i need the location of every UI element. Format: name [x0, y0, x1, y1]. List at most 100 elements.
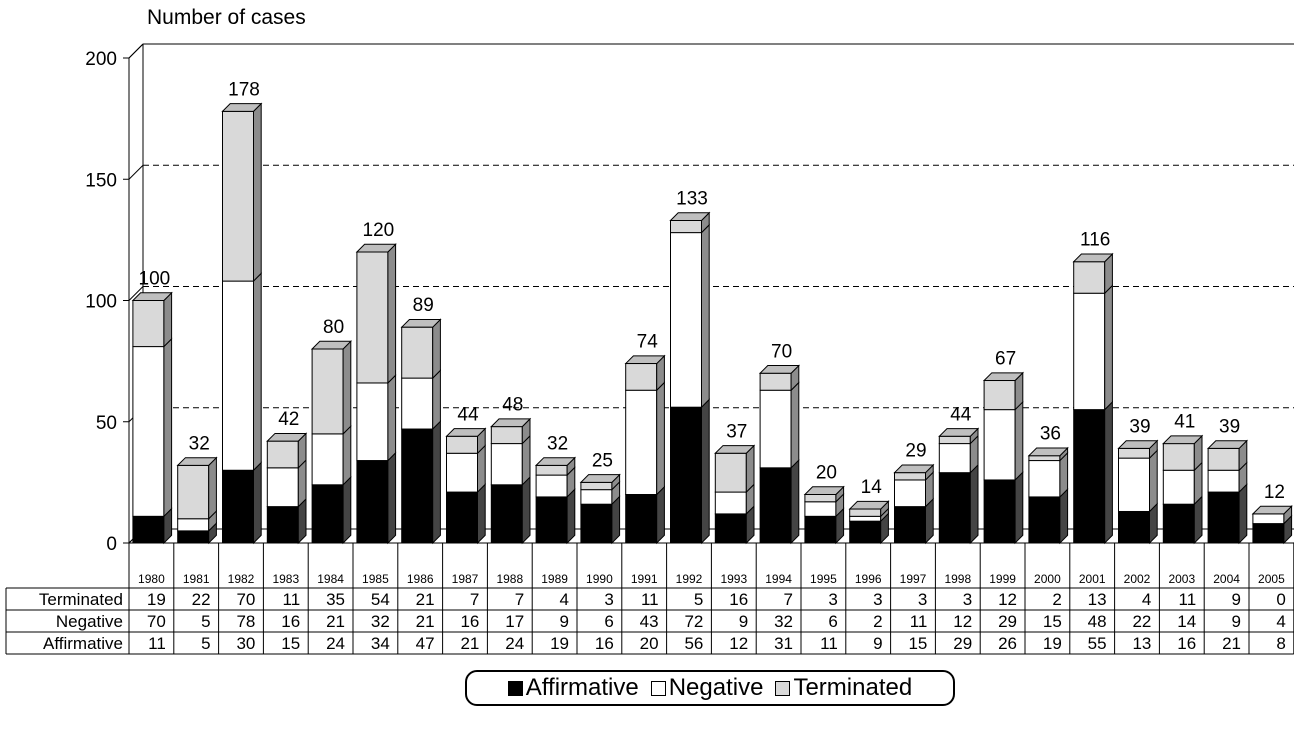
bar-side-affirmative-1999 [1014, 471, 1024, 545]
x-tick-label-1980: 1980 [138, 572, 165, 586]
bar-affirmative-1982 [222, 469, 254, 544]
bar-top-1983 [266, 432, 308, 442]
table-cell-terminated-2001: 13 [1088, 590, 1107, 609]
x-tick-label-1988: 1988 [496, 572, 523, 586]
bar-negative-1993 [714, 491, 747, 515]
total-label-1992: 133 [676, 188, 708, 209]
x-tick-label-2000: 2000 [1034, 572, 1061, 586]
table-cell-negative-2003: 14 [1177, 612, 1196, 631]
total-label-1996: 14 [861, 477, 883, 498]
table-cell-negative-1983: 16 [281, 612, 300, 631]
bar-side-affirmative-2001 [1104, 400, 1113, 545]
bar-terminated-1991 [625, 363, 658, 391]
table-cell-terminated-1986: 21 [416, 590, 435, 609]
bar-top-1994 [758, 365, 801, 374]
bar-terminated-1986 [401, 326, 434, 379]
table-cell-terminated-1989: 4 [560, 590, 569, 609]
table-cell-terminated-1997: 3 [918, 590, 927, 609]
table-cell-negative-1998: 12 [953, 612, 972, 631]
bar-top-1992 [669, 212, 711, 221]
table-cell-negative-1993: 9 [739, 612, 748, 631]
bar-affirmative-2001 [1073, 409, 1106, 544]
total-label-1987: 44 [457, 404, 479, 425]
bar-side-affirmative-1991 [656, 485, 665, 545]
table-cell-negative-2002: 22 [1132, 612, 1151, 631]
bar-negative-1999 [983, 409, 1016, 481]
bar-terminated-1985 [356, 251, 389, 384]
x-tick-label-1993: 1993 [720, 572, 747, 586]
table-cell-terminated-1987: 7 [470, 590, 479, 609]
x-tick-label-2005: 2005 [1258, 572, 1285, 586]
table-cell-terminated-1991: 11 [641, 590, 659, 609]
legend-item-affirmative: Affirmative [507, 674, 639, 702]
bar-terminated-1998 [938, 435, 971, 445]
bar-top-1998 [938, 428, 980, 437]
table-cell-affirmative-1991: 20 [640, 634, 659, 653]
table-cell-affirmative-1988: 24 [505, 634, 524, 653]
x-tick-label-2002: 2002 [1124, 572, 1151, 586]
bar-top-1982 [221, 103, 263, 112]
bar-side-negative-1991 [656, 381, 665, 496]
bar-terminated-2004 [1207, 447, 1240, 471]
bar-negative-1983 [266, 467, 299, 508]
total-label-2004: 39 [1219, 416, 1240, 437]
bar-affirmative-1998 [938, 472, 971, 544]
y-tick-label: 100 [85, 292, 117, 313]
legend-label-affirmative: Affirmative [525, 674, 639, 701]
bar-side-affirmative-1994 [790, 458, 800, 545]
table-cell-terminated-1999: 12 [998, 590, 1017, 609]
bar-negative-2002 [1118, 457, 1150, 512]
bar-negative-1997 [894, 479, 926, 508]
table-cell-affirmative-1994: 31 [774, 634, 793, 653]
bar-negative-2004 [1207, 469, 1240, 493]
bar-top-2005 [1251, 505, 1293, 515]
bar-side-affirmative-1998 [969, 463, 979, 545]
table-cell-negative-1997: 11 [910, 612, 928, 631]
legend-label-negative: Negative [668, 674, 764, 701]
bar-terminated-2003 [1162, 443, 1195, 471]
bar-negative-2000 [1028, 460, 1061, 498]
bar-terminated-1980 [132, 300, 165, 348]
bar-negative-1982 [222, 280, 254, 471]
table-cell-affirmative-1982: 30 [236, 634, 255, 653]
bar-side-negative-1985 [387, 374, 397, 462]
table-cell-negative-1982: 78 [236, 612, 255, 631]
bar-top-2001 [1072, 253, 1114, 263]
bar-terminated-1993 [714, 452, 747, 493]
bar-negative-1980 [132, 346, 165, 517]
table-cell-affirmative-1981: 5 [201, 634, 210, 653]
total-label-2005: 12 [1264, 482, 1285, 503]
table-cell-affirmative-1997: 15 [908, 634, 927, 653]
table-cell-terminated-1992: 5 [694, 590, 703, 609]
total-label-1990: 25 [592, 450, 613, 471]
bar-top-1985 [355, 243, 397, 253]
y-axis-top [128, 43, 144, 59]
legend-label-terminated: Terminated [793, 674, 913, 701]
bar-terminated-1989 [535, 464, 568, 476]
bar-side-negative-1980 [163, 337, 173, 518]
total-label-2003: 41 [1174, 412, 1195, 433]
bar-side-affirmative-2000 [1059, 488, 1069, 545]
table-cell-terminated-1996: 3 [873, 590, 882, 609]
total-label-1995: 20 [816, 463, 837, 484]
bar-top-2003 [1162, 435, 1204, 445]
bar-affirmative-1995 [804, 515, 837, 544]
x-tick-label-1997: 1997 [900, 572, 927, 586]
table-cell-terminated-1990: 3 [604, 590, 613, 609]
bar-affirmative-1993 [714, 513, 747, 544]
table-cell-affirmative-2000: 19 [1043, 634, 1062, 653]
table-row-header-negative: Negative [56, 612, 123, 631]
bar-negative-1995 [804, 501, 837, 517]
bar-negative-1987 [446, 452, 478, 493]
bar-terminated-1988 [490, 426, 523, 445]
total-label-1997: 29 [905, 441, 926, 462]
table-cell-terminated-2000: 2 [1052, 590, 1061, 609]
table-cell-negative-1999: 29 [998, 612, 1017, 631]
bar-affirmative-2005 [1252, 523, 1285, 544]
table-cell-affirmative-1999: 26 [998, 634, 1017, 653]
bar-side-negative-1986 [432, 369, 441, 431]
table-cell-affirmative-1992: 56 [684, 634, 703, 653]
table-cell-affirmative-1996: 9 [873, 634, 882, 653]
bar-top-1981 [176, 457, 218, 466]
table-cell-terminated-1988: 7 [515, 590, 524, 609]
